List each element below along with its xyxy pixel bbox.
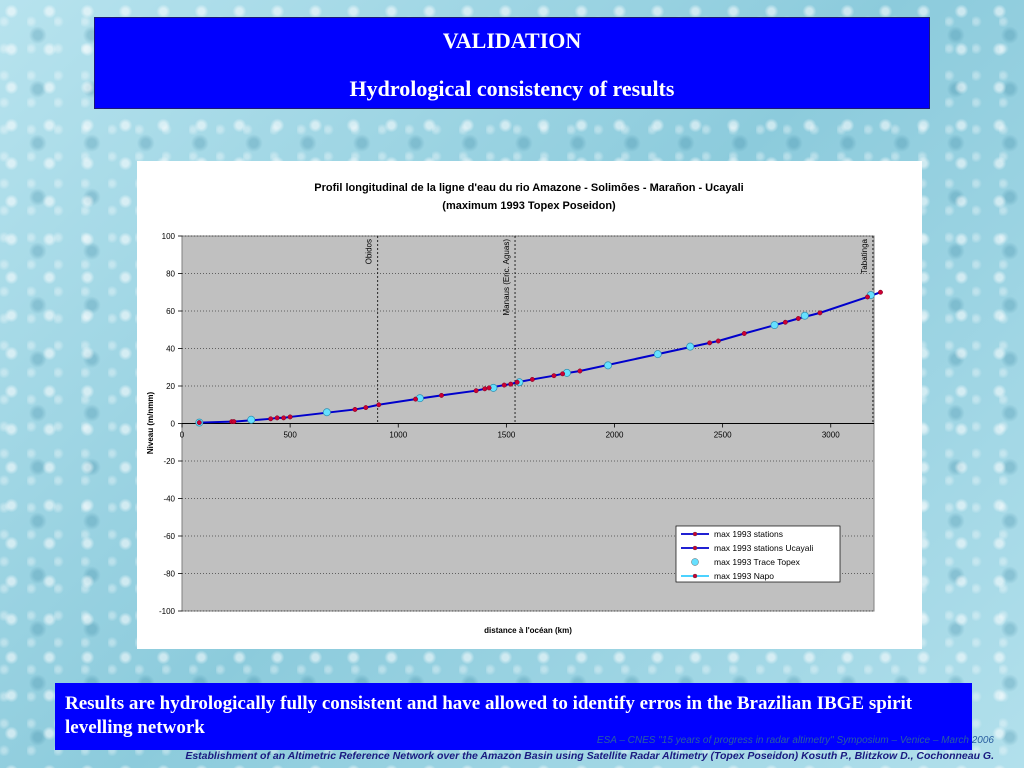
- y-tick-label: 40: [166, 345, 175, 354]
- station-point: [413, 396, 418, 402]
- y-tick-label: 100: [162, 232, 176, 241]
- y-tick-label: 80: [166, 270, 175, 279]
- x-tick-label: 1000: [389, 431, 407, 440]
- station-point: [817, 310, 823, 316]
- vertical-reference-markers: Obidos Manaus (Enc. Aguas) Tabatinga: [365, 236, 874, 424]
- legend-marker: [692, 531, 698, 537]
- station-point: [287, 414, 293, 420]
- station-point: [439, 392, 444, 398]
- topex-point: [800, 311, 809, 320]
- results-callout: Results are hydrologically fully consist…: [55, 683, 972, 750]
- station-point: [715, 338, 721, 344]
- topex-point: [322, 408, 331, 417]
- chart-panel: Profil longitudinal de la ligne d'eau du…: [137, 161, 922, 649]
- vertical-marker-label: Tabatinga: [860, 238, 869, 273]
- slide-heading: VALIDATION: [442, 28, 582, 53]
- station-point: [196, 420, 202, 426]
- x-tick-label: 500: [283, 431, 297, 440]
- x-axis-label: distance à l'océan (km): [484, 626, 572, 635]
- station-point: [352, 406, 358, 412]
- topex-point: [604, 361, 612, 370]
- station-point: [514, 379, 520, 385]
- footer-event: ESA – CNES "15 years of progress in rada…: [596, 735, 994, 746]
- y-axis-label: Niveau (m/nmm): [146, 392, 155, 455]
- legend-label: max 1993 Trace Topex: [714, 557, 801, 567]
- station-point: [878, 289, 883, 295]
- water-level-profile-chart: Profil longitudinal de la ligne d'eau du…: [146, 182, 883, 635]
- y-tick-label: -100: [159, 607, 176, 616]
- topex-point: [653, 350, 662, 359]
- station-point: [577, 368, 583, 374]
- legend-marker: [691, 558, 699, 566]
- legend-label: max 1993 stations: [714, 529, 783, 539]
- y-tick-label: -60: [163, 532, 175, 541]
- slide-subheading: Hydrological consistency of results: [349, 76, 675, 101]
- legend-box: [675, 525, 841, 583]
- station-point: [376, 402, 382, 408]
- station-point: [486, 385, 492, 391]
- y-tick-label: 20: [166, 382, 175, 391]
- y-tick-label: 60: [166, 307, 175, 316]
- station-point: [274, 415, 280, 421]
- topex-point: [770, 321, 779, 330]
- topex-point: [247, 415, 256, 424]
- station-point: [473, 388, 479, 394]
- y-tick-label: 0: [171, 420, 176, 429]
- footer-paper: Establishment of an Altimetric Reference…: [185, 750, 994, 762]
- y-axis-ticks: 100 80 60 40 20 0 -20 -40 -60 -80 -100: [159, 232, 182, 616]
- station-point: [560, 371, 566, 377]
- station-point: [529, 376, 535, 382]
- legend-label: max 1993 Napo: [714, 571, 774, 581]
- station-point: [508, 381, 514, 387]
- y-tick-label: -80: [163, 570, 175, 579]
- station-point: [707, 340, 713, 346]
- x-tick-label: 3000: [822, 431, 840, 440]
- vertical-marker-label: Manaus (Enc. Aguas): [502, 239, 511, 316]
- station-point: [501, 382, 507, 388]
- x-axis-ticks: 0 500 1000 1500 2000 2500 3000: [180, 423, 874, 440]
- station-point: [482, 386, 488, 392]
- legend-marker: [692, 545, 698, 551]
- station-point: [795, 316, 801, 321]
- x-tick-label: 1500: [497, 431, 515, 440]
- station-point: [231, 419, 237, 425]
- legend-marker: [692, 573, 698, 579]
- station-point: [363, 405, 369, 411]
- station-point: [782, 319, 788, 325]
- chart-title: Profil longitudinal de la ligne d'eau du…: [314, 182, 743, 194]
- y-tick-label: -40: [163, 495, 175, 504]
- station-point: [268, 416, 274, 422]
- legend-label: max 1993 stations Ucayali: [714, 543, 813, 553]
- title-banner: VALIDATION Hydrological consistency of r…: [94, 17, 930, 109]
- topex-point: [686, 342, 695, 351]
- x-tick-label: 2000: [606, 431, 624, 440]
- x-tick-label: 0: [180, 431, 185, 440]
- chart-legend: max 1993 stations max 1993 stations Ucaya…: [675, 525, 841, 583]
- vertical-marker-label: Obidos: [365, 239, 374, 264]
- x-tick-label: 2500: [714, 431, 732, 440]
- station-point: [281, 415, 287, 421]
- series-group: [195, 289, 883, 427]
- station-point: [865, 294, 870, 300]
- station-point: [551, 373, 557, 379]
- y-tick-label: -20: [163, 457, 175, 466]
- station-point: [741, 331, 747, 336]
- results-text: Results are hydrologically fully consist…: [65, 693, 913, 738]
- chart-subtitle: (maximum 1993 Topex Poseidon): [442, 200, 616, 212]
